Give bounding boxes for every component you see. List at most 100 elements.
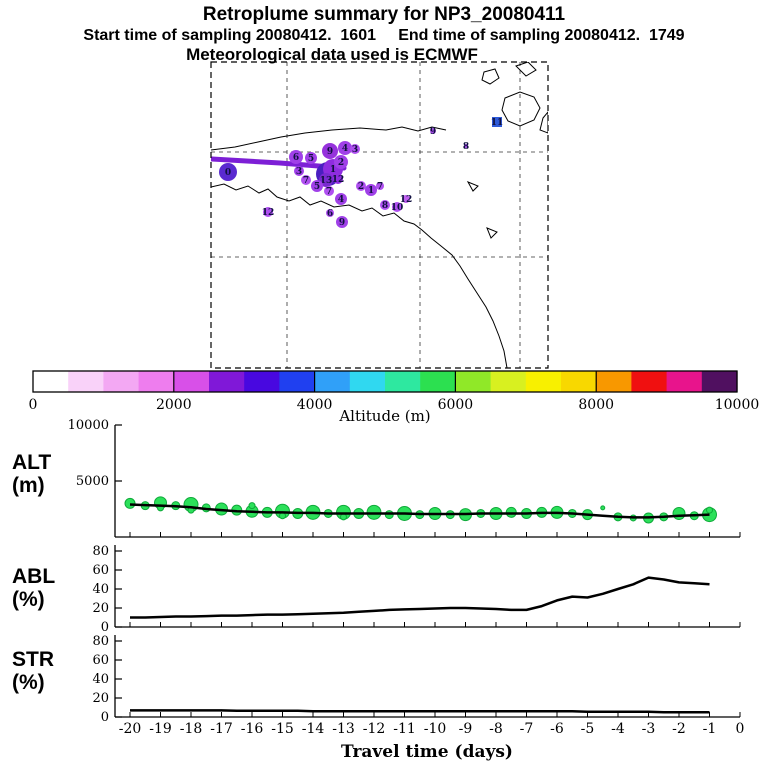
plume-marker <box>305 152 317 164</box>
plume-marker-label: 13 <box>320 176 333 186</box>
colorbar-segment <box>596 371 632 392</box>
alt-axis-title: ALT (m) <box>12 451 82 497</box>
plume-marker-label: 12 <box>400 195 413 205</box>
colorbar-tick-label: 4000 <box>297 397 333 413</box>
str-axis-title: STR (%) <box>12 648 82 694</box>
abl-axis-label: ABL <box>12 565 56 588</box>
y-tick-label: 40 <box>92 672 109 687</box>
plume-marker <box>338 141 352 155</box>
plume-marker-label: 3 <box>296 167 302 177</box>
x-tick-label: -2 <box>672 721 686 737</box>
plume-marker-label: 4 <box>338 195 344 205</box>
x-tick-label: -13 <box>332 721 355 737</box>
plume-marker-label: 12 <box>262 208 275 218</box>
plume-marker <box>333 174 343 184</box>
colorbar-segment <box>455 371 492 392</box>
colorbar-segment <box>490 371 527 392</box>
sampling-times-line: Start time of sampling 20080412. 1601 En… <box>83 27 685 44</box>
plume-marker <box>326 209 334 217</box>
series-line-alt <box>129 503 710 519</box>
y-tick-label: 0 <box>101 620 109 635</box>
abl-axis-title: ABL (%) <box>12 565 82 611</box>
colorbar-segment <box>561 371 597 392</box>
colorbar-segment <box>701 371 738 392</box>
plume-marker-label: 5 <box>308 154 314 164</box>
plume-marker <box>219 163 237 181</box>
x-tick-label: -9 <box>459 721 473 737</box>
plume-marker <box>365 184 377 196</box>
colorbar-segment <box>314 371 351 392</box>
colorbar-tick-label: 0 <box>29 397 38 413</box>
x-tick-label: -1 <box>703 721 717 737</box>
particle-dot <box>706 506 713 514</box>
figure-title: Retroplume summary for NP3_20080411 <box>202 4 566 25</box>
coastline-path <box>466 181 479 192</box>
colorbar-segment <box>420 371 456 392</box>
y-tick-label: 0 <box>101 710 109 725</box>
x-tick-label: -6 <box>550 721 564 737</box>
series-line-str <box>130 709 710 714</box>
plume-marker-label: 7 <box>377 182 383 192</box>
y-tick-label: 80 <box>92 634 109 649</box>
plume-marker <box>356 181 366 191</box>
colorbar-axis-label: Altitude (m) <box>338 407 430 425</box>
plume-marker <box>336 216 348 228</box>
x-tick-label: -15 <box>271 721 294 737</box>
plume-marker <box>301 175 311 185</box>
plume-marker-label: 3 <box>352 145 358 155</box>
map-border <box>210 61 549 369</box>
x-tick-label: -20 <box>119 721 142 737</box>
plume-marker <box>263 207 273 217</box>
coastline-path <box>486 227 498 239</box>
plume-marker-label: 7 <box>303 176 309 186</box>
plume-marker <box>294 166 304 176</box>
x-tick-label: -4 <box>611 721 625 737</box>
plume-marker <box>464 144 468 148</box>
coastline-path <box>539 111 548 134</box>
colorbar-segment <box>209 371 245 392</box>
x-tick-label: 0 <box>736 721 745 737</box>
plume-marker <box>311 180 323 192</box>
x-tick-label: -10 <box>424 721 447 737</box>
y-tick-label: 80 <box>92 544 109 559</box>
met-data-line: Meteorological data used is ECMWF <box>186 45 478 64</box>
x-tick-label: -14 <box>302 721 325 737</box>
colorbar-tick-label: 10000 <box>715 397 760 413</box>
colorbar-segment <box>525 371 562 392</box>
plume-marker-label: 1 <box>330 165 336 175</box>
colorbar-tick-label: 8000 <box>578 397 614 413</box>
plume-marker-label: 9 <box>339 218 345 228</box>
plume-marker <box>289 150 303 164</box>
colorbar-segment <box>385 371 421 392</box>
x-axis-title: Travel time (days) <box>341 742 513 762</box>
colorbar-segment <box>666 371 703 392</box>
plume-marker-label: 1 <box>368 186 374 196</box>
y-tick-label: 10000 <box>68 418 109 433</box>
particle-dot <box>248 502 256 510</box>
alt-axis-label: ALT <box>12 451 52 474</box>
coastline-path <box>211 126 447 151</box>
plume-marker-label: 8 <box>382 201 388 211</box>
colorbar-tick-label: 2000 <box>156 397 192 413</box>
str-axis-unit: (%) <box>12 671 45 694</box>
alt-axis-unit: (m) <box>12 474 45 497</box>
y-tick-label: 5000 <box>76 474 109 489</box>
colorbar-segment <box>349 371 386 392</box>
colorbar-segment <box>68 371 104 392</box>
plume-marker <box>319 173 333 187</box>
plume-marker <box>392 202 402 212</box>
plume-marker <box>430 128 436 134</box>
plume-marker-label: 5 <box>314 182 320 192</box>
coastline-path <box>481 68 500 85</box>
particle-dot <box>124 497 136 509</box>
colorbar-segment <box>279 371 316 392</box>
particle-dot <box>600 505 606 511</box>
x-tick-label: -17 <box>210 721 233 737</box>
y-tick-label: 20 <box>92 601 109 616</box>
plume-marker <box>335 193 347 205</box>
colorbar-tick-label: 6000 <box>438 397 474 413</box>
colorbar-segment <box>244 371 280 392</box>
plume-marker-label: 6 <box>293 153 299 163</box>
particle-dot <box>672 506 686 520</box>
